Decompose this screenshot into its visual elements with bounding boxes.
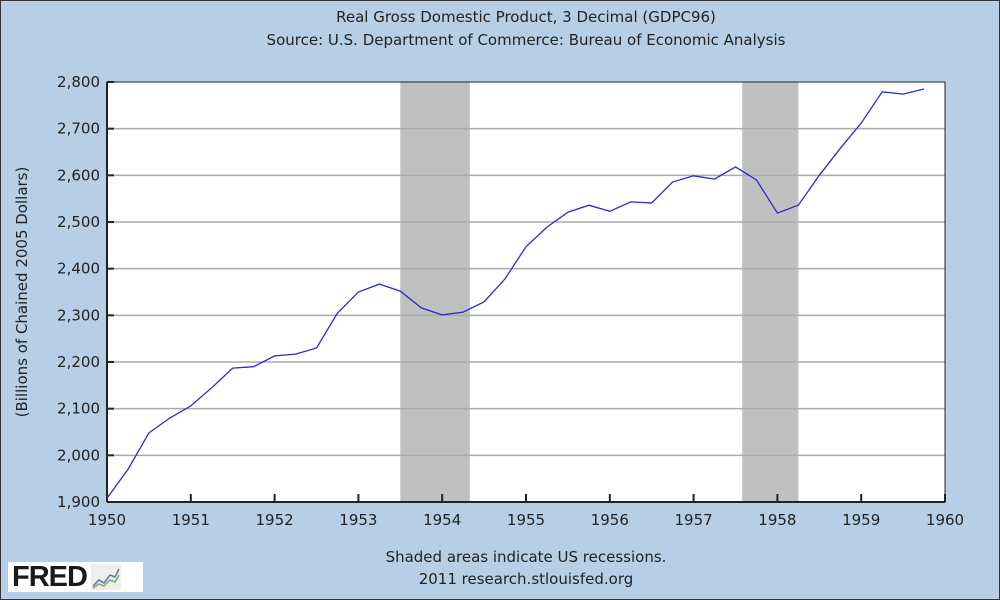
fred-logo-text: FRED [12, 560, 88, 593]
x-tick-label: 1956 [591, 511, 629, 529]
x-tick-label: 1958 [758, 511, 796, 529]
y-tick-label: 1,900 [57, 493, 100, 511]
y-tick-label: 2,500 [57, 213, 100, 231]
y-tick-label: 2,700 [57, 120, 100, 138]
y-tick-label: 2,600 [57, 166, 100, 184]
x-tick-label: 1950 [88, 511, 126, 529]
recession-band-0 [400, 82, 470, 502]
x-tick-label: 1952 [256, 511, 294, 529]
y-tick-label: 2,800 [57, 73, 100, 91]
y-tick-label: 2,000 [57, 446, 100, 464]
y-tick-label: 2,100 [57, 400, 100, 418]
chart-subtitle: Source: U.S. Department of Commerce: Bur… [266, 31, 786, 49]
x-tick-label: 1957 [675, 511, 713, 529]
x-tick-label: 1960 [926, 511, 964, 529]
x-tick-label: 1955 [507, 511, 545, 529]
credit-text: 2011 research.stlouisfed.org [418, 570, 634, 588]
fred-logo: FRED [8, 560, 143, 593]
x-tick-label: 1951 [172, 511, 210, 529]
recession-note: Shaded areas indicate US recessions. [385, 548, 667, 566]
x-tick-label: 1953 [339, 511, 377, 529]
recession-band-1 [742, 82, 799, 502]
x-tick-label: 1959 [842, 511, 880, 529]
y-tick-label: 2,400 [57, 260, 100, 278]
chart-logo-icon [90, 564, 121, 590]
y-tick-label: 2,200 [57, 353, 100, 371]
gdp-series-line [106, 88, 925, 499]
x-tick-label: 1954 [423, 511, 461, 529]
chart-title: Real Gross Domestic Product, 3 Decimal (… [336, 8, 716, 26]
y-tick-label: 2,300 [57, 306, 100, 324]
plot-area [107, 82, 945, 502]
